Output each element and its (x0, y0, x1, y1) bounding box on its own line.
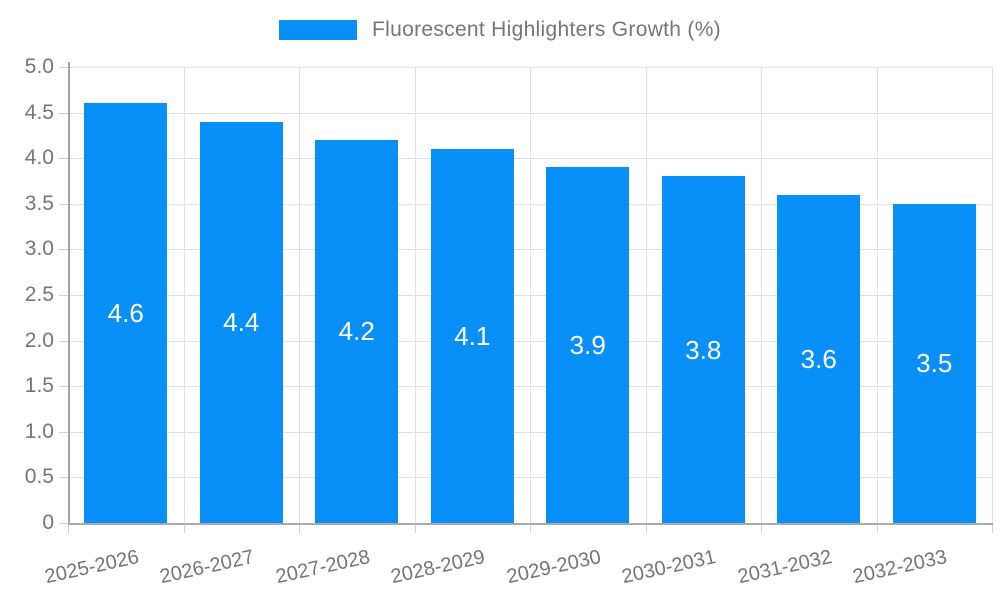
bar-value-label: 3.9 (569, 330, 606, 361)
gridline-v (530, 67, 531, 523)
y-tick (59, 203, 68, 205)
y-tick-label: 3.0 (24, 237, 54, 261)
bar-value-label: 3.6 (800, 343, 837, 374)
y-tick (59, 158, 68, 160)
gridline-v (761, 67, 762, 523)
bar[interactable]: 4.1 (430, 149, 514, 523)
x-tick (992, 524, 993, 533)
y-tick (59, 431, 68, 433)
y-tick (59, 249, 68, 251)
y-tick (59, 295, 68, 296)
bar[interactable]: 4.2 (315, 139, 399, 523)
bar[interactable]: 3.8 (661, 176, 745, 523)
gridline-v (645, 67, 647, 523)
bar-value-label: 3.8 (685, 334, 722, 365)
y-tick-label: 1.0 (24, 419, 54, 443)
y-tick-label: 2.5 (24, 283, 54, 306)
x-axis-line (68, 523, 993, 525)
bar-value-label: 3.5 (916, 348, 953, 379)
plot-area: 0 0.5 1.0 1.5 2.0 2.5 3.0 3.5 4.0 4.5 5.0 4.6 2025-2… (25, 55, 993, 588)
y-tick-label: 4.0 (24, 146, 54, 170)
gridline-v (299, 67, 300, 523)
bar-value-label: 4.6 (107, 298, 144, 329)
x-tick (299, 524, 300, 533)
y-tick (59, 340, 68, 342)
legend-label[interactable]: Fluorescent Highlighters Growth (%) (372, 18, 721, 41)
x-tick (530, 524, 531, 533)
y-tick-label: 0.5 (24, 465, 54, 489)
bar[interactable]: 3.6 (777, 194, 861, 523)
y-tick (59, 477, 68, 479)
bar[interactable]: 3.9 (546, 167, 630, 523)
x-tick (645, 524, 647, 533)
x-tick (183, 524, 185, 533)
gridline-v (992, 67, 993, 523)
gridline-v (876, 67, 878, 523)
bar-value-label: 4.2 (338, 316, 375, 347)
x-tick (761, 524, 762, 533)
x-tick (414, 524, 416, 533)
bar-value-label: 4.4 (223, 307, 260, 338)
bar[interactable]: 4.4 (199, 121, 283, 523)
y-tick-label: 4.5 (24, 100, 54, 124)
y-tick-label: 3.5 (24, 191, 54, 215)
y-axis-line (68, 62, 70, 524)
y-tick (59, 67, 68, 68)
y-tick-label: 0 (42, 511, 54, 534)
y-tick (59, 386, 68, 388)
bar[interactable]: 4.6 (84, 103, 168, 523)
y-tick-label: 1.5 (24, 374, 54, 398)
y-tick (59, 112, 68, 114)
x-tick (876, 524, 878, 533)
legend-swatch-icon[interactable] (279, 20, 358, 40)
gridline-v (414, 67, 416, 523)
y-tick (59, 523, 68, 524)
bar-value-label: 4.1 (454, 321, 491, 352)
gridline-v (183, 67, 185, 523)
bar[interactable]: 3.5 (892, 203, 976, 523)
x-tick (68, 524, 69, 533)
legend[interactable]: Fluorescent Highlighters Growth (%) (0, 18, 1000, 42)
y-tick-label: 5.0 (24, 55, 54, 78)
y-tick-label: 2.0 (24, 328, 54, 352)
